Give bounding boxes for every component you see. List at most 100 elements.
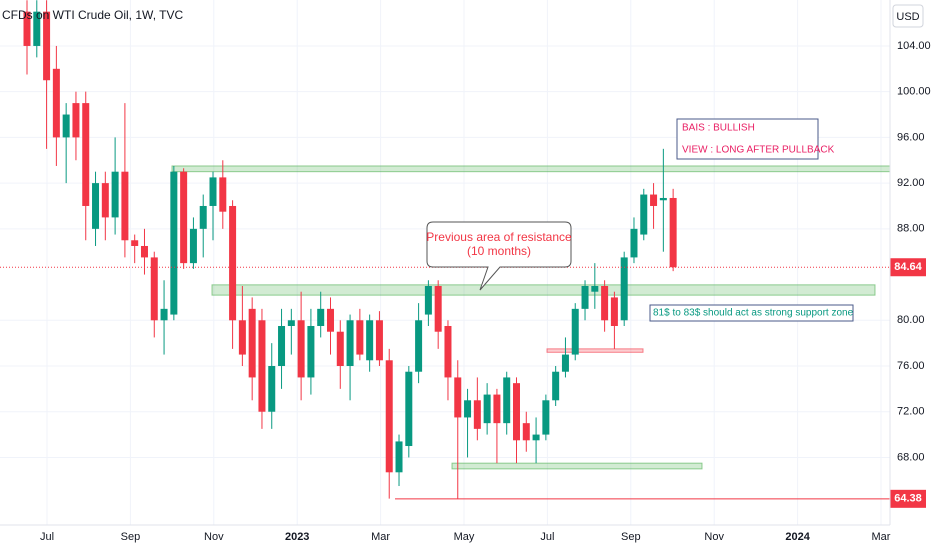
note-text: VIEW : LONG AFTER PULLBACK bbox=[682, 145, 835, 156]
x-tick-label: Sep bbox=[121, 531, 141, 543]
candle-body bbox=[131, 240, 139, 246]
x-tick-label: Mar bbox=[371, 531, 390, 543]
candle-body bbox=[620, 257, 628, 321]
candle-body bbox=[278, 325, 286, 367]
candle-body bbox=[150, 257, 158, 321]
note-text: 81$ to 83$ should act as strong support … bbox=[653, 308, 854, 319]
candle-body bbox=[268, 366, 276, 412]
candle-body bbox=[121, 171, 129, 241]
candle-body bbox=[33, 11, 41, 46]
candle-body bbox=[591, 285, 599, 292]
price-label: 84.64 bbox=[894, 261, 922, 273]
candle-body bbox=[82, 103, 90, 206]
candle-body bbox=[287, 320, 295, 326]
candle-body bbox=[189, 228, 197, 264]
note-text: BAIS : BULLISH bbox=[682, 123, 755, 134]
candle-body bbox=[444, 325, 452, 378]
callout bbox=[426, 221, 572, 291]
candle-body bbox=[317, 308, 325, 326]
candle-body bbox=[610, 297, 618, 326]
candle-body bbox=[513, 383, 520, 441]
candle-body bbox=[542, 400, 550, 435]
candle-body bbox=[522, 423, 530, 441]
candle-body bbox=[375, 320, 383, 361]
candle-body bbox=[170, 171, 178, 315]
candle-body bbox=[493, 394, 501, 424]
candle-body bbox=[424, 285, 432, 315]
note-box bbox=[676, 118, 819, 160]
candle-body bbox=[160, 308, 168, 321]
y-tick-label: 76.00 bbox=[897, 360, 925, 372]
candle-body bbox=[464, 400, 472, 418]
price-label-bg bbox=[890, 258, 926, 277]
candle-body bbox=[405, 371, 413, 447]
candle-body bbox=[238, 320, 246, 355]
candle-body bbox=[571, 308, 579, 355]
candle-body bbox=[503, 377, 511, 424]
candle-body bbox=[199, 205, 207, 229]
y-tick-label: 72.00 bbox=[897, 406, 925, 418]
zone bbox=[171, 165, 891, 173]
candle-body bbox=[385, 360, 393, 473]
candle-body bbox=[415, 320, 423, 372]
candle-body bbox=[248, 308, 256, 378]
y-tick-label: 96.00 bbox=[897, 131, 925, 143]
x-tick-label: Nov bbox=[704, 531, 724, 543]
x-tick-label: Sep bbox=[621, 531, 641, 543]
x-tick-label: Mar bbox=[872, 531, 891, 543]
candle-body bbox=[473, 400, 481, 429]
y-tick-label: 92.00 bbox=[897, 177, 925, 189]
x-tick-label: Jul bbox=[40, 531, 54, 543]
candle-body bbox=[561, 354, 569, 372]
candle-body bbox=[307, 325, 315, 378]
chart-title: CFDs on WTI Crude Oil, 1W, TVC bbox=[2, 8, 183, 22]
zone bbox=[546, 348, 644, 353]
candle-body bbox=[62, 114, 70, 138]
candle-body bbox=[395, 441, 403, 473]
x-tick-label: 2024 bbox=[785, 531, 810, 543]
currency: USD bbox=[896, 11, 919, 23]
candle-body bbox=[52, 68, 60, 138]
candle-body bbox=[366, 320, 374, 361]
y-tick-label: 80.00 bbox=[897, 314, 925, 326]
callout-text: (10 months) bbox=[467, 244, 531, 258]
price-label-bg bbox=[890, 489, 926, 508]
candle-body bbox=[650, 194, 658, 206]
candle-body bbox=[356, 320, 364, 355]
candle-body bbox=[43, 11, 51, 81]
candle-body bbox=[326, 308, 334, 332]
candle-body bbox=[140, 245, 148, 258]
y-tick-label: 100.00 bbox=[897, 86, 931, 98]
x-tick-label: Jul bbox=[540, 531, 554, 543]
candle-body bbox=[483, 394, 491, 424]
zones bbox=[171, 165, 891, 470]
candle-body bbox=[336, 331, 344, 367]
candle-body bbox=[219, 177, 227, 212]
candle-body bbox=[229, 205, 237, 321]
candle-body bbox=[601, 285, 609, 321]
candle-body bbox=[659, 197, 667, 201]
x-tick-label: 2023 bbox=[285, 531, 309, 543]
candle-body bbox=[552, 371, 560, 401]
candle-body bbox=[23, 11, 31, 46]
callout-text: Previous area of resistance bbox=[426, 230, 572, 244]
currency-box[interactable] bbox=[892, 4, 924, 28]
zone bbox=[451, 462, 703, 470]
x-tick-label: Nov bbox=[204, 531, 224, 543]
candle-body bbox=[258, 320, 266, 412]
x-tick-label: May bbox=[454, 531, 475, 543]
candle-body bbox=[346, 320, 354, 367]
y-tick-label: 88.00 bbox=[897, 223, 925, 235]
candle-body bbox=[297, 320, 305, 378]
candle-body bbox=[180, 171, 188, 264]
candles bbox=[23, 0, 677, 499]
y-tick-label: 68.00 bbox=[897, 451, 925, 463]
candle-body bbox=[111, 171, 119, 218]
candle-body bbox=[532, 434, 540, 441]
candle-body bbox=[669, 197, 677, 268]
overlays: 84.64 64.38 Previous area of resistance(10… bbox=[0, 118, 926, 508]
zone bbox=[211, 284, 876, 296]
candle-body bbox=[454, 377, 462, 418]
candle-body bbox=[630, 228, 638, 258]
